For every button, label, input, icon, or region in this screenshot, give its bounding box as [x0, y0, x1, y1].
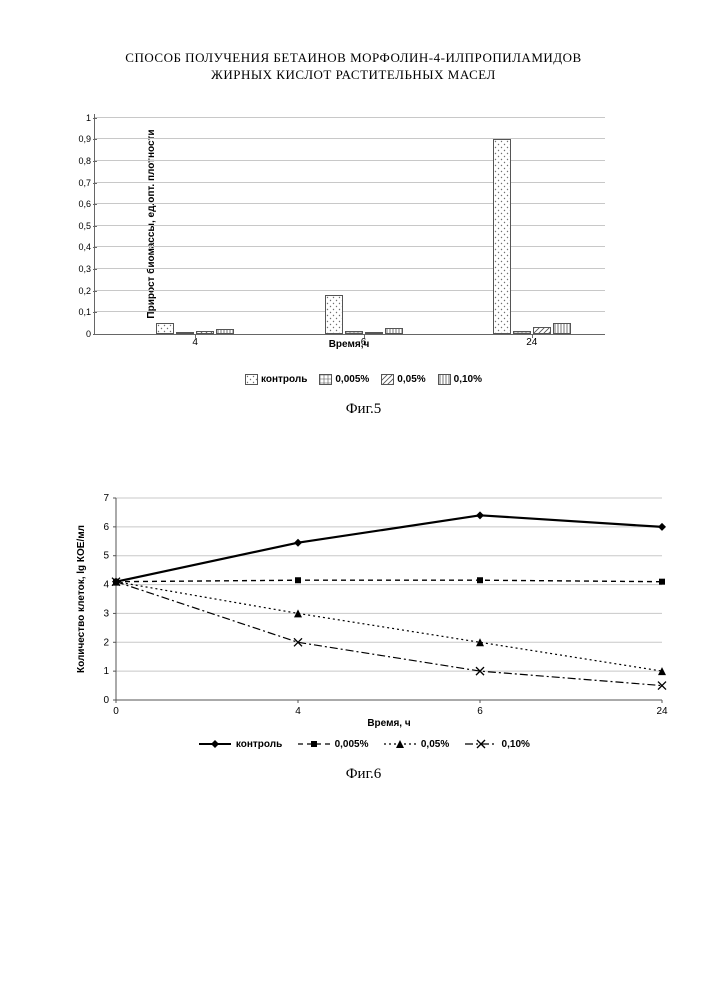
fig5-caption: Фиг.5: [80, 401, 647, 418]
bar-chart-block: Прирост биомассы, ед.опт. плотности 00,1…: [80, 114, 647, 418]
line-series: [116, 582, 662, 686]
bar-ytick-label: 0,5: [65, 221, 91, 231]
line-legend-item: контроль: [197, 739, 282, 750]
legend-swatch: [245, 374, 258, 385]
line-marker: [476, 511, 484, 519]
legend-label: контроль: [261, 374, 307, 385]
line-legend-item: 0,10%: [463, 739, 530, 750]
legend-swatch: [438, 374, 451, 385]
line-legend-item: 0,05%: [382, 739, 449, 750]
legend-label: 0,05%: [397, 374, 425, 385]
bar: [325, 295, 343, 334]
bar: [385, 328, 403, 333]
line-x-axis-label: Время, ч: [367, 718, 411, 728]
bar-ytick-label: 0: [65, 329, 91, 339]
line-legend-label: контроль: [233, 739, 282, 750]
bar-ytick-label: 0,1: [65, 307, 91, 317]
line-ytick-label: 6: [103, 522, 109, 533]
line-chart-block: 0123456704624Время, чКоличество клеток, …: [80, 488, 647, 783]
line-xtick-label: 0: [113, 706, 119, 717]
bar-xtick-mark: [195, 334, 196, 338]
bar-ytick-label: 0,8: [65, 156, 91, 166]
line-legend-label: 0,10%: [499, 739, 530, 750]
bar-ytick-label: 0,2: [65, 286, 91, 296]
bar-xtick-label: 6: [349, 337, 379, 348]
line-legend-item: 0,005%: [296, 739, 369, 750]
line-marker: [477, 577, 483, 583]
page: СПОСОБ ПОЛУЧЕНИЯ БЕТАИНОВ МОРФОЛИН-4-ИЛП…: [0, 0, 707, 1000]
line-marker: [658, 523, 666, 531]
line-ytick-label: 0: [103, 695, 109, 706]
bar-ytick-label: 1: [65, 113, 91, 123]
bar-group: [156, 323, 234, 334]
title-line-2: ЖИРНЫХ КИСЛОТ РАСТИТЕЛЬНЫХ МАСЕЛ: [211, 67, 496, 82]
bar: [513, 331, 531, 334]
line-legend-label: 0,05%: [418, 739, 449, 750]
bar: [196, 331, 214, 334]
line-y-axis-label: Количество клеток, lg КОЕ/мл: [76, 525, 87, 673]
title-line-1: СПОСОБ ПОЛУЧЕНИЯ БЕТАИНОВ МОРФОЛИН-4-ИЛП…: [125, 50, 581, 65]
legend-swatch: [319, 374, 332, 385]
bar: [493, 139, 511, 333]
line-xtick-label: 4: [295, 706, 301, 717]
bar: [553, 323, 571, 334]
line-marker: [294, 539, 302, 547]
line-marker: [295, 577, 301, 583]
bar-group: [325, 295, 403, 334]
bar-ytick-label: 0,4: [65, 242, 91, 252]
bar-xtick-label: 24: [517, 337, 547, 348]
bar-legend: контроль 0,005% 0,05% 0,10%: [80, 374, 647, 385]
bar-ytick-label: 0,3: [65, 264, 91, 274]
line-marker: [659, 579, 665, 585]
legend-label: 0,10%: [454, 374, 482, 385]
line-ytick-label: 7: [103, 493, 109, 504]
page-title: СПОСОБ ПОЛУЧЕНИЯ БЕТАИНОВ МОРФОЛИН-4-ИЛП…: [50, 50, 657, 84]
line-series: [116, 515, 662, 581]
line-xtick-label: 24: [656, 706, 668, 717]
line-series: [116, 582, 662, 671]
bar: [365, 332, 383, 334]
line-chart-svg: 0 1 2 3 4 5 6 7 0 4 6 24 Время, ч Количество клеток, …: [72, 488, 672, 728]
line-chart-outer: 0 1 2 3 4 5 6 7 0 4 6 24 Время, ч Количество клеток, …: [72, 488, 672, 728]
line-ytick-label: 3: [103, 608, 109, 619]
bar-ytick-label: 0,7: [65, 178, 91, 188]
fig6-caption: Фиг.6: [80, 766, 647, 783]
bar: [216, 329, 234, 333]
bar-chart-area: Прирост биомассы, ед.опт. плотности 00,1…: [94, 114, 605, 335]
line-ytick-label: 1: [103, 666, 109, 677]
bar-xtick-mark: [532, 334, 533, 338]
bar: [345, 331, 363, 334]
line-xtick-label: 6: [477, 706, 483, 717]
bar: [176, 332, 194, 334]
bar-gridline: [95, 117, 605, 118]
bar-ytick-label: 0,9: [65, 134, 91, 144]
line-series: [116, 580, 662, 582]
line-legend-label: 0,005%: [332, 739, 369, 750]
legend-label: 0,005%: [335, 374, 369, 385]
bar-xtick-label: 4: [180, 337, 210, 348]
bar-group: [493, 139, 571, 333]
line-legend: контроль 0,005% 0,05% 0,10%: [80, 738, 647, 750]
line-ytick-label: 4: [103, 579, 109, 590]
bar: [156, 323, 174, 334]
line-ytick-label: 5: [103, 551, 109, 562]
bar: [533, 327, 551, 333]
legend-swatch: [381, 374, 394, 385]
bar-xtick-mark: [364, 334, 365, 338]
bar-ytick-label: 0,6: [65, 199, 91, 209]
line-ytick-label: 2: [103, 637, 109, 648]
